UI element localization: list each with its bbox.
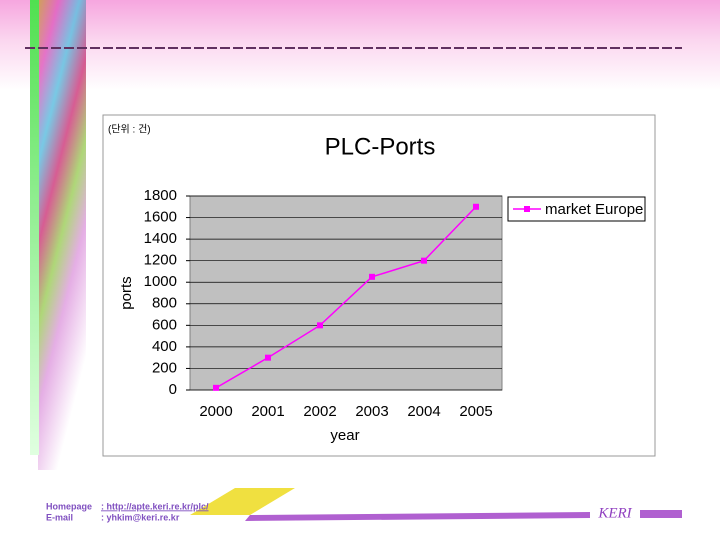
x-tick-label: 2001 <box>251 403 284 420</box>
email-label: E-mail <box>46 512 73 522</box>
marker <box>473 203 479 210</box>
logo: KERI <box>597 505 632 521</box>
y-tick-label: 1600 <box>144 209 177 226</box>
email: : yhkim@keri.re.kr <box>101 512 180 522</box>
homepage-link[interactable]: : http://apte.keri.re.kr/plc/ <box>101 501 209 511</box>
y-tick-label: 1000 <box>144 273 177 290</box>
decor-shape <box>245 512 590 521</box>
marker <box>369 273 375 280</box>
y-tick-label: 600 <box>152 316 177 333</box>
y-axis-label: ports <box>118 276 135 309</box>
x-tick-label: 2003 <box>355 403 388 420</box>
x-axis-label: year <box>330 427 359 444</box>
x-tick-label: 2000 <box>199 403 232 420</box>
unit-note: (단위 : 건) <box>108 123 151 136</box>
chart-title: PLC-Ports <box>325 133 436 160</box>
series-line <box>215 206 477 389</box>
marker <box>265 354 271 361</box>
legend-label: market Europe <box>545 201 643 218</box>
x-tick-label: 2005 <box>459 403 492 420</box>
decor-strip <box>38 0 86 470</box>
y-tick-label: 1800 <box>144 187 177 204</box>
marker <box>421 257 427 264</box>
x-tick-label: 2004 <box>407 403 440 420</box>
legend-marker <box>524 206 530 212</box>
decor-shape <box>640 510 682 518</box>
y-tick-label: 1200 <box>144 252 177 269</box>
decor-bar <box>30 0 39 455</box>
y-tick-label: 400 <box>152 338 177 355</box>
marker <box>213 384 219 391</box>
y-tick-label: 0 <box>169 381 177 398</box>
x-tick-label: 2002 <box>303 403 336 420</box>
y-tick-label: 1400 <box>144 230 177 247</box>
decor-shape <box>190 488 295 515</box>
y-tick-label: 200 <box>152 359 177 376</box>
footer: Homepage : http://apte.keri.re.kr/plc/ E… <box>46 488 682 522</box>
marker <box>317 322 323 329</box>
y-tick-label: 800 <box>152 295 177 312</box>
homepage-label: Homepage <box>46 501 92 511</box>
plot-area <box>189 195 503 391</box>
